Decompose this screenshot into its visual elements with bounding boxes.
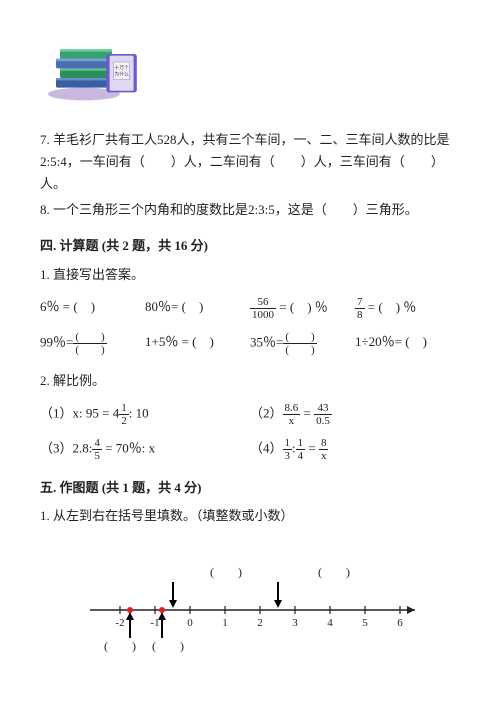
question-7: 7. 羊毛衫厂共有工人528人，共有三个车间，一、二、三车间人数的比是2:5:4…: [40, 129, 460, 195]
section-4-sub1: 1. 直接写出答案。: [40, 264, 460, 286]
svg-text:5: 5: [362, 617, 368, 629]
section-4-title: 四. 计算题 (共 2 题，共 16 分): [40, 235, 460, 257]
calc-35pct: 35％=( )( ): [250, 331, 355, 356]
calc-row-2: 99％=( )( ) 1+5％ = ( ) 35％=( )( ) 1÷20％= …: [40, 331, 460, 356]
calc-7-8: 78 = ( ) ％: [355, 296, 460, 321]
section-4-sub2: 2. 解比例。: [40, 370, 460, 392]
ratio-row-1: （1）x: 95 = 412: 10 （2）8.6x = 430.5: [40, 402, 460, 427]
svg-text:-2: -2: [115, 617, 124, 629]
svg-text:1: 1: [222, 617, 228, 629]
svg-text:( ): ( ): [210, 565, 242, 579]
calc-row-1: 6％ = ( ) 80％= ( ) 561000 = ( ) ％ 78 = ( …: [40, 296, 460, 321]
books-illustration: 十万个 为什么: [40, 30, 460, 117]
calc-1div20: 1÷20％= ( ): [355, 331, 460, 356]
section-5-title: 五. 作图题 (共 1 题，共 4 分): [40, 477, 460, 499]
svg-text:0: 0: [187, 617, 193, 629]
ratio-3: （3）2.8:45 = 70％: x: [40, 437, 250, 462]
number-line-figure: -2 -1 0 1 2 3 4 5 6 ( ) ( ) ( ) ( ): [40, 545, 460, 655]
svg-text:6: 6: [397, 617, 403, 629]
calc-99pct: 99％=( )( ): [40, 331, 145, 356]
svg-text:( ): ( ): [152, 639, 184, 653]
calc-1plus5: 1+5％ = ( ): [145, 331, 250, 356]
calc-56-1000: 561000 = ( ) ％: [250, 296, 355, 321]
ratio-row-2: （3）2.8:45 = 70％: x （4）13:14 = 8x: [40, 437, 460, 462]
ratio-1: （1）x: 95 = 412: 10: [40, 402, 250, 427]
question-8: 8. 一个三角形三个内角和的度数比是2:3:5，这是（ ）三角形。: [40, 199, 460, 221]
svg-text:2: 2: [257, 617, 263, 629]
ratio-2: （2）8.6x = 430.5: [250, 402, 460, 427]
svg-text:-1: -1: [150, 617, 159, 629]
svg-text:3: 3: [292, 617, 298, 629]
calc-6pct: 6％ = ( ): [40, 296, 145, 321]
svg-text:( ): ( ): [318, 565, 350, 579]
section-5-sub1: 1. 从左到右在括号里填数。（填整数或小数）: [40, 505, 460, 527]
calc-80pct: 80％= ( ): [145, 296, 250, 321]
ratio-4: （4）13:14 = 8x: [250, 437, 460, 462]
svg-text:( ): ( ): [104, 639, 136, 653]
svg-text:4: 4: [327, 617, 333, 629]
